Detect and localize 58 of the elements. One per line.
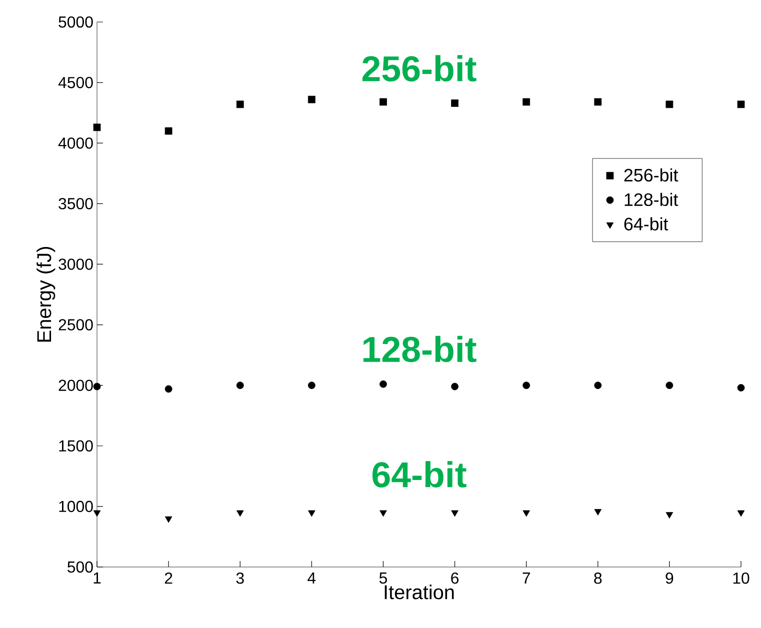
annotation: 128-bit [363,336,476,362]
point [666,382,674,390]
point [522,382,530,390]
x-tick-label: 7 [522,572,530,584]
point [380,380,387,388]
y-tick-label: 3000 [58,258,93,270]
point [93,124,101,132]
y-tick-label: 5000 [58,16,93,28]
point [451,510,458,517]
point [308,382,316,390]
x-tick-label: 1 [94,572,101,584]
point [594,98,602,106]
y-tick-label: 1000 [59,500,93,512]
point [666,100,674,108]
x-tick-label: 2 [164,572,172,584]
x-tick-label: 10 [733,572,750,584]
y-tick-label: 3500 [58,198,93,210]
point [666,512,674,518]
x-tick-label: 4 [308,572,316,584]
point [308,96,316,104]
point [594,382,602,390]
point [236,382,244,390]
y-tick-label: 4500 [58,76,93,88]
legend-label: 64-bit [624,217,668,230]
point [737,100,745,108]
legend-label: 128-bit [624,192,678,206]
point [164,385,172,393]
x-tick-label: 8 [594,572,602,584]
y-tick-label: 2500 [58,319,93,330]
point [737,384,745,392]
point [522,510,530,517]
x-tick-label: 9 [666,572,674,584]
x-tick-label: 5 [379,572,387,584]
legend-label: 256-bit [624,168,678,182]
point [164,127,172,135]
point [737,510,745,517]
point [380,510,387,517]
y-axis-title: Energy (fJ) [36,247,56,342]
point [164,516,172,523]
y-tick-label: 2000 [58,380,93,391]
point [594,509,602,516]
point [522,98,530,106]
annotation: 64-bit [372,461,466,488]
point [308,510,316,517]
point [236,510,244,517]
y-tick-label: 500 [68,561,93,573]
point [236,100,244,108]
y-tick-label: 4000 [58,137,93,149]
point [93,382,101,390]
y-tick-label: 1500 [59,440,93,452]
x-tick-label: 6 [451,572,458,584]
point [451,382,458,390]
x-tick-label: 3 [236,572,244,584]
point [380,98,387,106]
point [93,510,101,517]
point [451,99,458,107]
annotation: 256-bit [362,55,476,82]
x-axis-title: Iteration [384,584,454,600]
